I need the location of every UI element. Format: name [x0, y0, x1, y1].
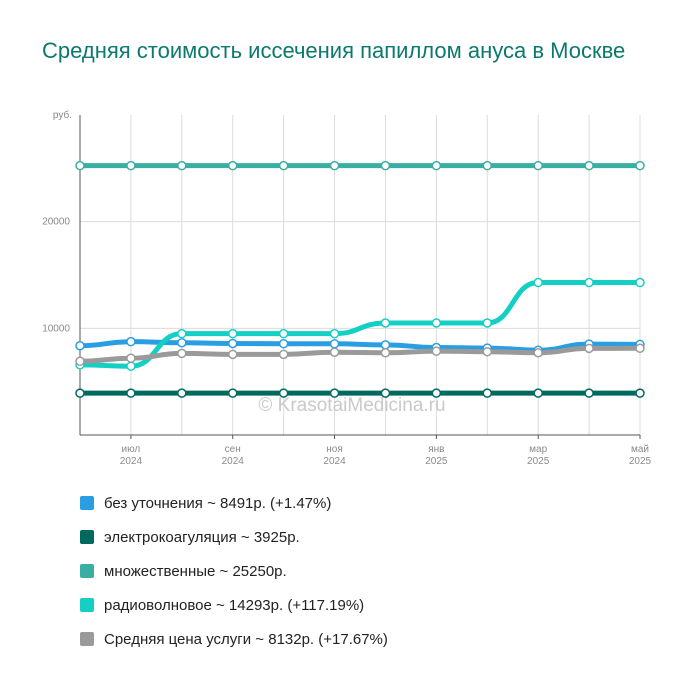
- series-5-point: [584, 343, 594, 354]
- y-tick-label: 20000: [42, 217, 70, 228]
- series-4-point: [177, 328, 187, 339]
- series-3-point: [533, 160, 543, 171]
- series-5-point: [380, 348, 391, 358]
- legend-item: множественные ~ 25250р.: [80, 554, 388, 588]
- series-5-point: [75, 356, 85, 367]
- series-1-point: [380, 340, 391, 350]
- legend-swatch: [80, 530, 94, 544]
- x-tick-label-month: сен: [225, 444, 241, 455]
- series-2-point: [227, 388, 238, 398]
- series-5-point: [227, 349, 238, 360]
- series-3-point: [584, 160, 594, 171]
- series-1-point: [75, 340, 85, 351]
- series-2-point: [482, 388, 493, 398]
- series-5-point: [482, 346, 493, 357]
- y-tick-label: 10000: [42, 323, 70, 334]
- chart-grid: [79, 115, 641, 435]
- line-chart: 1000020000руб.июл2024сен2024ноя2024янв20…: [42, 109, 651, 467]
- x-tick-label-year: 2024: [120, 456, 143, 467]
- series-line-1: [77, 339, 643, 353]
- series-2-point: [126, 388, 136, 398]
- legend-item: электрокоагуляция ~ 3925р.: [80, 520, 388, 554]
- legend-item: Средняя цена услуги ~ 8132р. (+17.67%): [80, 622, 388, 656]
- x-tick-label-month: май: [631, 444, 649, 455]
- legend-item: радиоволновое ~ 14293р. (+117.19%): [80, 588, 388, 622]
- series-5-point: [533, 348, 543, 358]
- x-tick-label-month: ноя: [326, 444, 343, 455]
- series-3-point: [380, 160, 391, 171]
- legend-label: множественные ~ 25250р.: [104, 562, 287, 580]
- series-2-point: [329, 388, 340, 398]
- legend-item: без уточнения ~ 8491р. (+1.47%): [80, 486, 388, 520]
- series-3-point: [177, 160, 187, 171]
- legend-swatch: [80, 564, 94, 578]
- series-4-point: [431, 318, 442, 328]
- series-3-point: [75, 160, 85, 171]
- x-tick-label-year: 2025: [527, 456, 550, 467]
- x-tick-label-month: янв: [428, 444, 444, 455]
- series-2-point: [533, 388, 543, 398]
- y-axis-label: руб.: [53, 109, 72, 121]
- series-line-5: [77, 345, 643, 364]
- series-1-point: [177, 337, 187, 348]
- series-3-point: [482, 160, 493, 171]
- series-2-point: [380, 388, 391, 398]
- series-4-point: [584, 277, 594, 288]
- series-2-point: [278, 388, 289, 398]
- series-3-point: [329, 160, 340, 171]
- x-tick-label-year: 2025: [629, 456, 652, 467]
- series-2-point: [177, 388, 187, 398]
- series-2-point: [75, 388, 85, 398]
- legend-swatch: [80, 496, 94, 510]
- legend-label: электрокоагуляция ~ 3925р.: [104, 528, 300, 546]
- page-title: Средняя стоимость иссечения папиллом ану…: [42, 38, 626, 63]
- series-5-point: [126, 353, 136, 363]
- series-3-point: [635, 160, 645, 171]
- series-2-point: [635, 388, 645, 398]
- x-tick-label-month: июл: [122, 444, 141, 455]
- series-3-point: [126, 160, 136, 171]
- series-4-point: [380, 318, 391, 328]
- series-1-point: [126, 336, 136, 347]
- x-tick-label-year: 2024: [323, 456, 346, 467]
- series-1-point: [227, 338, 238, 349]
- series-5-point: [177, 348, 187, 359]
- legend-label: радиоволновое ~ 14293р. (+117.19%): [104, 596, 365, 614]
- series-4-point: [227, 328, 238, 339]
- x-tick-label-year: 2024: [222, 456, 245, 467]
- chart-series: [77, 163, 643, 396]
- series-1-point: [278, 338, 289, 349]
- series-4-point: [482, 318, 493, 328]
- legend-swatch: [80, 598, 94, 612]
- legend-label: без уточнения ~ 8491р. (+1.47%): [104, 494, 332, 512]
- series-5-point: [329, 347, 340, 357]
- x-tick-label-month: мар: [529, 444, 547, 455]
- series-1-point: [329, 339, 340, 349]
- series-4-point: [533, 277, 543, 288]
- series-4-point: [278, 328, 289, 339]
- series-4-point: [635, 277, 645, 288]
- series-3-point: [431, 160, 442, 171]
- chart-legend: без уточнения ~ 8491р. (+1.47%) электроко…: [80, 486, 388, 656]
- series-4-point: [126, 361, 136, 371]
- series-5-point: [431, 346, 442, 356]
- watermark-text: © KrasotaiMedicina.ru: [258, 395, 445, 416]
- series-4-point: [329, 328, 340, 339]
- chart-axes: 1000020000руб.июл2024сен2024ноя2024янв20…: [42, 109, 651, 467]
- series-2-point: [431, 388, 442, 398]
- series-3-point: [278, 160, 289, 171]
- legend-swatch: [80, 632, 94, 646]
- legend-label: Средняя цена услуги ~ 8132р. (+17.67%): [104, 630, 388, 648]
- series-3-point: [227, 160, 238, 171]
- series-2-point: [584, 388, 594, 398]
- series-5-point: [635, 343, 645, 354]
- x-tick-label-year: 2025: [425, 456, 448, 467]
- series-5-point: [278, 349, 289, 360]
- chart-markers: [75, 160, 645, 398]
